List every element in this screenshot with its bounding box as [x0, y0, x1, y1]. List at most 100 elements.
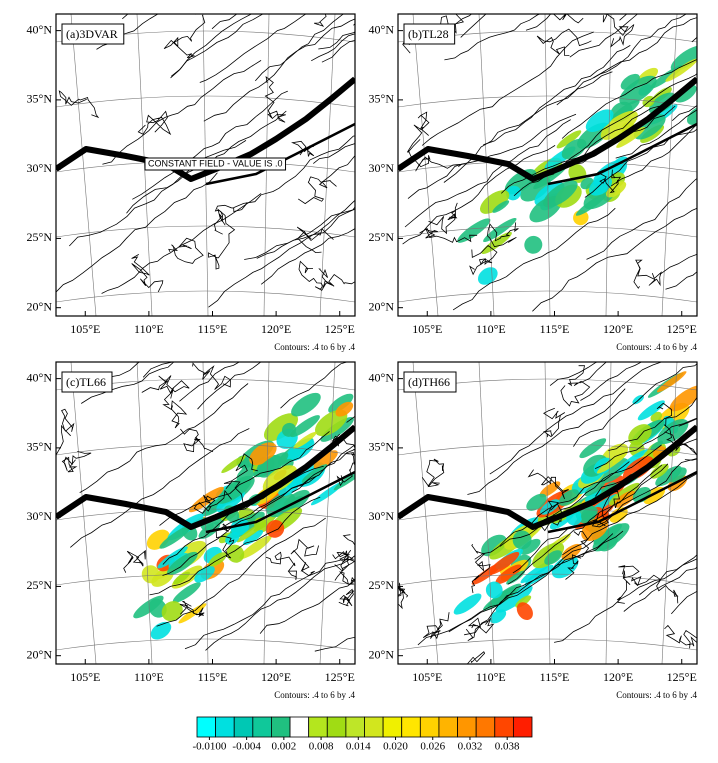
contour: [419, 228, 478, 243]
contour: [342, 560, 355, 569]
colorbar-tick-label: -0.004: [232, 741, 261, 753]
shading: [584, 489, 602, 502]
contour-note: Contours: .4 to 6 by .4: [274, 690, 355, 700]
colorbar-box: [308, 716, 328, 738]
contour: [314, 14, 327, 27]
contour: [170, 14, 253, 77]
shading: [620, 73, 640, 90]
shading: [686, 105, 697, 126]
contour: [338, 588, 355, 607]
contour: [593, 14, 687, 79]
contour: [141, 375, 190, 394]
ridge-band: [547, 122, 697, 186]
shading: [650, 411, 663, 423]
contour: [404, 119, 571, 228]
lon-tick-label: 115°E: [540, 670, 570, 684]
shading: [656, 371, 687, 393]
contour: [560, 365, 591, 407]
shading: [520, 538, 541, 555]
contour: [256, 208, 355, 259]
shading: [226, 544, 245, 563]
contour: [586, 178, 697, 260]
contour: [123, 549, 146, 573]
lat-tick-label: 20°N: [369, 299, 395, 313]
contour: [487, 222, 519, 248]
contour: [467, 388, 626, 495]
shading: [524, 235, 543, 254]
shading: [637, 400, 665, 421]
contour: [179, 362, 240, 402]
shading: [481, 231, 512, 255]
colorbar-tick-label: 0.008: [309, 741, 334, 753]
graticule: [319, 14, 336, 316]
contour: [264, 75, 286, 123]
contour: [233, 135, 355, 209]
lon-tick-label: 115°E: [540, 322, 570, 336]
lon-tick-label: 110°E: [476, 322, 506, 336]
contour: [179, 600, 205, 618]
lon-tick-label: 115°E: [198, 322, 228, 336]
shading: [524, 564, 554, 586]
contour: [56, 172, 218, 293]
lat-tick-label: 35°N: [369, 92, 395, 106]
shading: [579, 438, 607, 459]
map-body: [56, 362, 355, 664]
map-body: [398, 362, 697, 715]
map-panel: (c)TL66 20°N 25°N 30°N 35°N 40°N 105°E 110°E 115…: [27, 361, 356, 700]
contour: [61, 451, 92, 473]
panel-label-box: [403, 23, 456, 45]
graticule: [398, 704, 697, 715]
contour: [223, 453, 258, 503]
graticule: [478, 14, 495, 316]
lon-tick-label: 105°E: [412, 322, 442, 336]
field-note-box: [144, 157, 287, 171]
shading: [539, 481, 561, 498]
contour: [562, 472, 697, 556]
colorbar-box: [364, 716, 384, 738]
contour: [499, 444, 662, 547]
contour: [464, 533, 614, 636]
shading: [178, 603, 207, 624]
colorbar-tick-label: -0.0100: [192, 741, 226, 753]
lon-tick-label: 125°E: [667, 322, 697, 336]
shading: [650, 440, 663, 451]
map-panel: (a)3DVAR CONSTANT FIELD - VALUE IS .0 20°N…: [27, 13, 356, 352]
lon-tick-label: 110°E: [476, 670, 506, 684]
contour: [466, 651, 486, 664]
map-frame: [55, 13, 356, 317]
shading: [243, 530, 264, 546]
lat-tick-label: 40°N: [27, 22, 53, 36]
shading: [159, 525, 191, 549]
contour: [149, 496, 321, 596]
contour: [408, 150, 464, 172]
panel-label: (d)TH66: [408, 375, 450, 389]
colorbar-box: [289, 716, 310, 738]
shading: [172, 582, 201, 603]
contour: [448, 530, 624, 633]
contour-note: Contours: .4 to 6 by .4: [616, 690, 697, 700]
contour: [659, 253, 697, 275]
shading: [492, 200, 510, 213]
contour: [471, 544, 491, 594]
colorbar-box: [494, 716, 514, 738]
colorbar-box: [382, 716, 403, 738]
shading: [596, 451, 628, 474]
map-body: [56, 14, 355, 316]
contour: [579, 362, 607, 384]
contour: [615, 109, 697, 159]
lon-tick-label: 105°E: [412, 670, 442, 684]
contour: [564, 73, 697, 164]
shading: [291, 392, 321, 417]
contour: [291, 140, 315, 157]
graticule: [398, 638, 697, 651]
ridge-band: [398, 76, 697, 182]
contour: [421, 458, 445, 488]
graticule: [398, 443, 697, 456]
contour: [280, 362, 349, 409]
lon-tick-label: 125°E: [325, 322, 355, 336]
graticule: [319, 362, 336, 664]
graticule: [56, 95, 355, 108]
colorbar-tick-label: 0.038: [495, 741, 520, 753]
shading: [655, 465, 682, 487]
shading: [150, 621, 172, 640]
